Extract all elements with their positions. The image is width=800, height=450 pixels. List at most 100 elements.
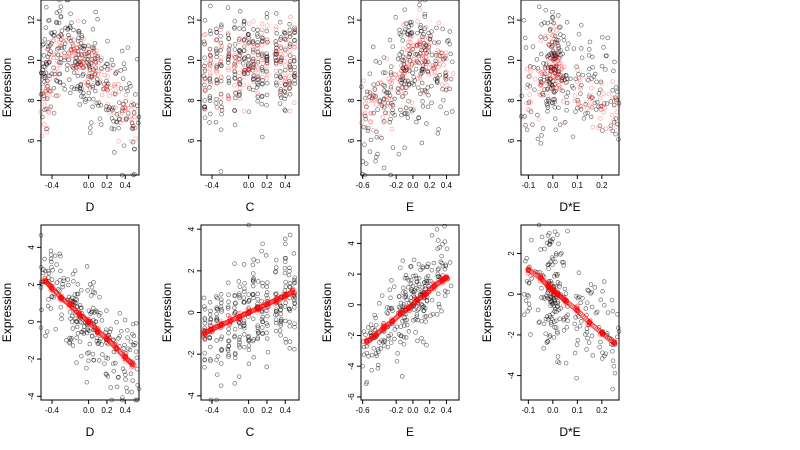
data-point <box>551 335 557 340</box>
data-point <box>401 81 407 86</box>
data-point <box>409 100 415 105</box>
data-point <box>58 52 64 57</box>
data-point <box>264 57 269 62</box>
data-point <box>246 41 252 46</box>
data-point <box>367 90 373 95</box>
points-layer <box>521 222 622 392</box>
data-point <box>548 56 553 61</box>
data-point <box>263 308 269 314</box>
data-point <box>218 383 224 388</box>
data-point <box>547 28 553 33</box>
data-point <box>549 281 554 286</box>
data-point <box>540 91 545 96</box>
data-point <box>543 79 549 85</box>
data-point <box>434 60 440 66</box>
data-point <box>213 119 219 125</box>
data-point <box>278 45 284 51</box>
data-point <box>415 307 421 312</box>
data-point <box>86 71 92 77</box>
data-point <box>384 94 389 100</box>
data-point <box>42 37 48 42</box>
data-point <box>278 43 283 49</box>
data-point <box>259 298 264 304</box>
data-point <box>419 47 425 53</box>
data-point <box>550 70 555 75</box>
data-point <box>583 102 588 107</box>
data-point <box>246 66 252 71</box>
data-point <box>114 120 120 125</box>
data-point <box>277 20 283 25</box>
data-point <box>46 46 51 51</box>
data-point <box>246 343 252 348</box>
data-point <box>552 77 557 83</box>
data-point <box>202 307 208 312</box>
data-point <box>102 72 108 78</box>
data-point <box>203 32 208 37</box>
data-point <box>559 72 564 78</box>
data-point <box>543 7 548 13</box>
data-point <box>553 259 558 265</box>
data-point <box>564 46 570 52</box>
data-point <box>363 161 369 166</box>
data-point <box>77 60 82 66</box>
data-point <box>561 328 567 333</box>
data-point <box>251 65 256 71</box>
data-point <box>241 82 247 87</box>
data-point <box>237 86 243 91</box>
data-point <box>557 72 563 78</box>
data-point <box>372 312 377 318</box>
data-point <box>364 104 369 109</box>
data-point <box>255 330 261 336</box>
data-point <box>89 74 94 79</box>
data-point <box>67 77 72 83</box>
data-point <box>233 90 238 95</box>
data-point <box>416 115 421 121</box>
data-point <box>125 88 130 94</box>
data-point <box>232 333 238 339</box>
data-point <box>415 85 421 90</box>
data-point <box>390 102 395 108</box>
data-point <box>131 333 137 339</box>
data-point <box>251 79 256 85</box>
data-point <box>555 43 560 49</box>
data-point <box>417 41 423 47</box>
data-point <box>241 74 246 80</box>
data-point <box>232 261 237 266</box>
data-point <box>237 70 242 76</box>
data-point <box>521 18 527 23</box>
data-point <box>250 47 256 53</box>
data-point <box>392 71 397 77</box>
data-point <box>89 309 94 315</box>
data-point <box>41 53 47 58</box>
y-tick-label: 12 <box>507 15 516 24</box>
data-point <box>397 306 403 311</box>
data-point <box>564 100 570 106</box>
data-point <box>436 53 441 58</box>
data-point <box>610 386 615 392</box>
data-point <box>207 98 213 104</box>
data-point <box>111 369 117 374</box>
data-point <box>602 353 607 359</box>
data-point <box>442 75 448 80</box>
data-point <box>232 292 238 298</box>
data-point <box>544 63 549 69</box>
data-point <box>388 103 393 109</box>
data-point <box>415 19 420 24</box>
data-point <box>226 78 232 84</box>
data-point <box>381 55 387 60</box>
data-point <box>259 81 265 86</box>
data-point <box>95 55 100 60</box>
data-point <box>287 61 293 67</box>
data-point <box>564 20 570 25</box>
data-point <box>291 281 297 286</box>
data-point <box>87 125 93 130</box>
data-point <box>246 66 251 72</box>
data-point <box>227 46 232 51</box>
data-point <box>292 280 298 285</box>
data-point <box>575 105 580 111</box>
data-point <box>403 294 409 300</box>
data-point <box>387 119 393 125</box>
data-point <box>399 68 404 73</box>
data-point <box>242 67 247 73</box>
data-point <box>260 50 266 55</box>
